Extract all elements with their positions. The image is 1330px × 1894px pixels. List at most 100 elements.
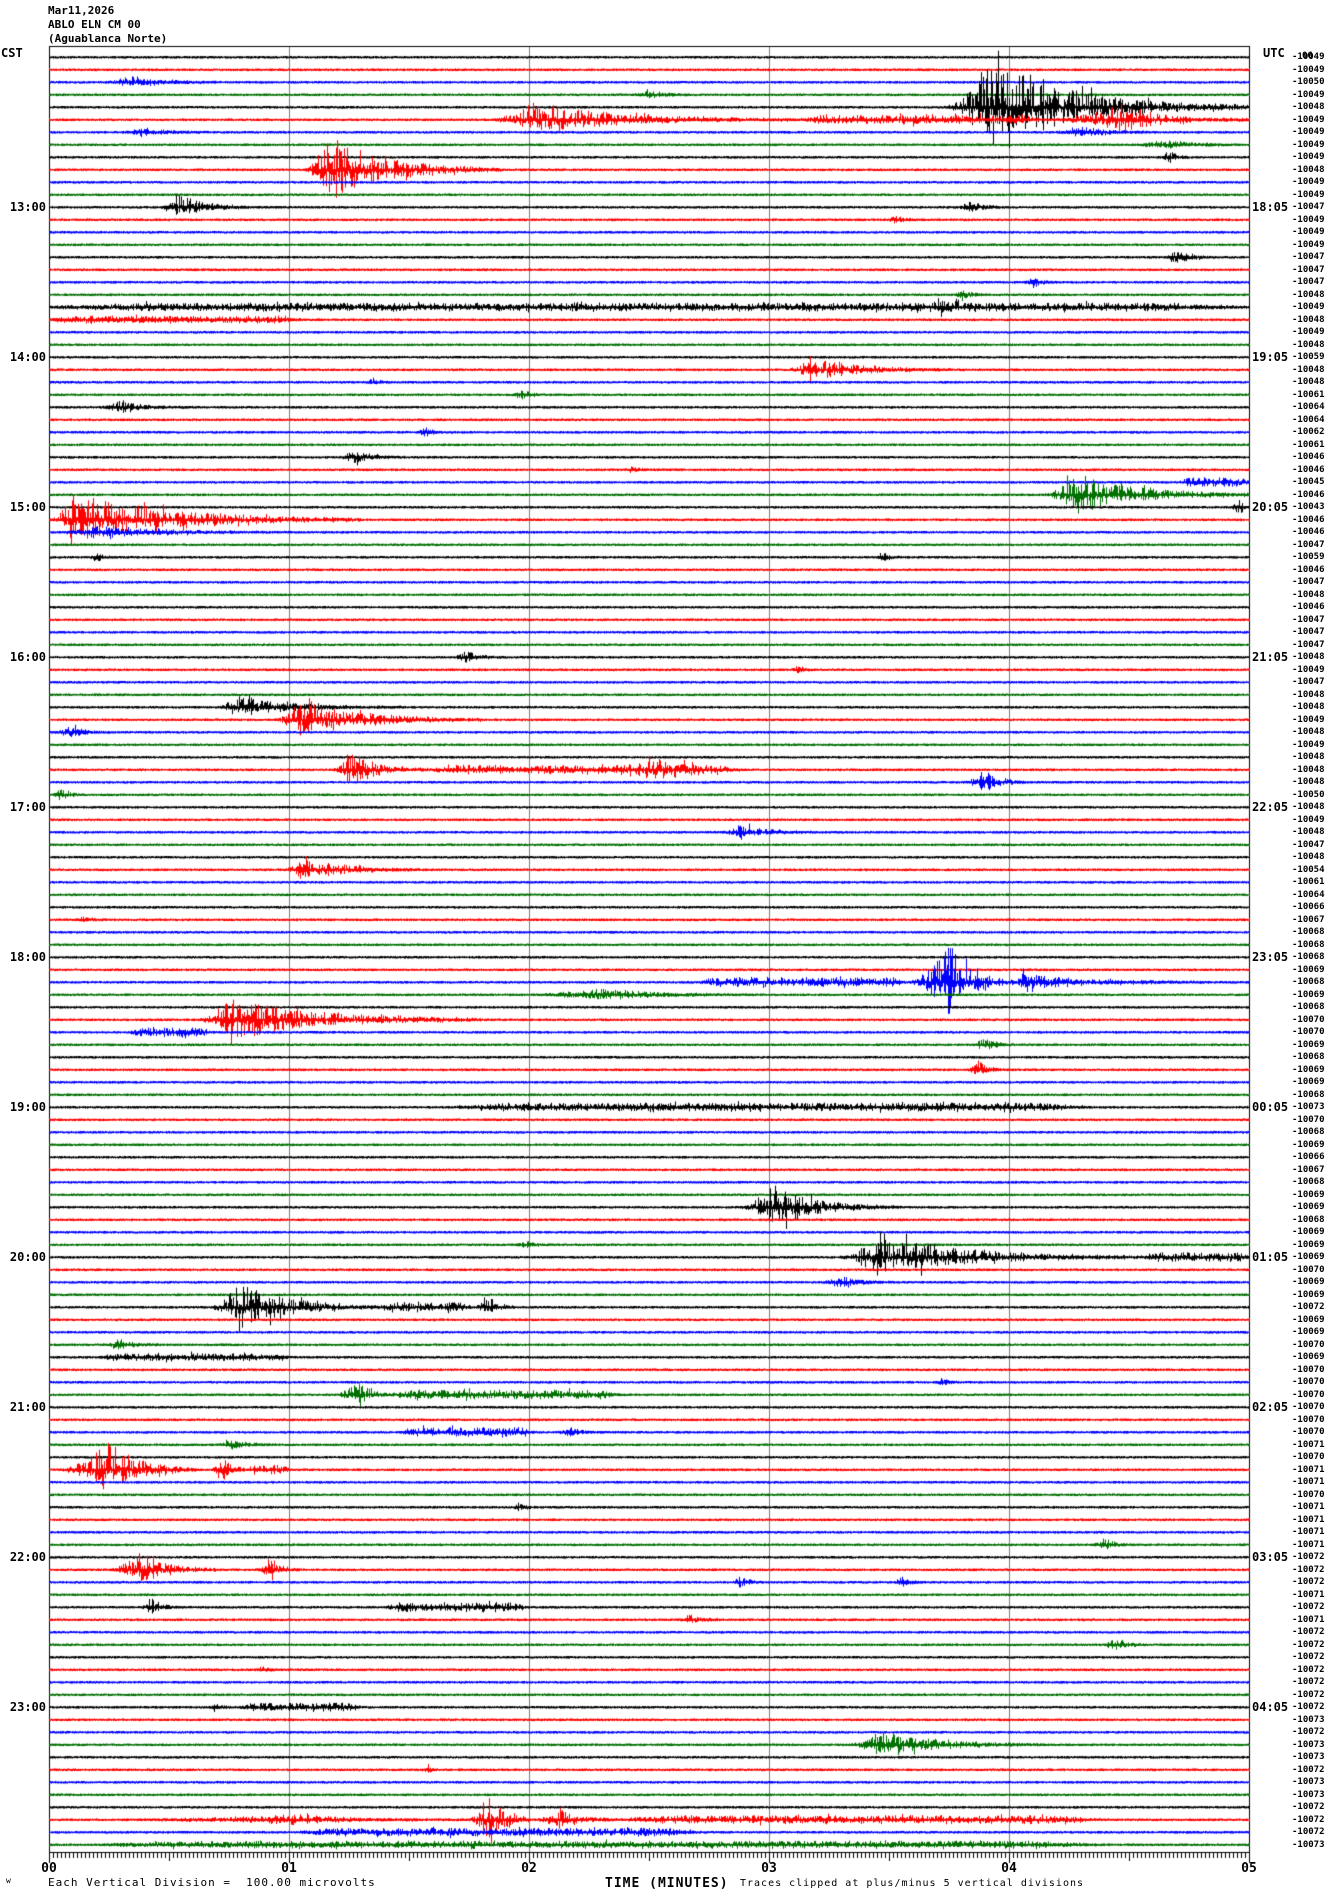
trace-offset-value: -10049: [1292, 127, 1325, 137]
trace-offset-value: -10071: [1292, 1527, 1325, 1537]
trace-offset-value: -10068: [1292, 1002, 1325, 1012]
trace-offset-value: -10064: [1292, 402, 1325, 412]
trace-offset-value: -10047: [1292, 202, 1325, 212]
trace-offset-value: -10072: [1292, 1564, 1325, 1575]
trace-offset-value: -10049: [1292, 239, 1325, 250]
left-hour-label: 14:00: [9, 350, 46, 364]
trace-offset-value: -10069: [1292, 1077, 1325, 1087]
trace-offset-value: -10068: [1292, 1214, 1325, 1225]
x-tick-label: 02: [521, 1861, 537, 1876]
trace-offset-value: -10070: [1292, 1452, 1325, 1462]
right-hour-label: 04:05: [1252, 1700, 1289, 1714]
left-hour-label: 22:00: [9, 1550, 46, 1564]
x-tick-label: 01: [281, 1861, 297, 1876]
left-hour-label: 23:00: [9, 1700, 46, 1714]
trace-offset-value: -10064: [1292, 889, 1325, 900]
trace-offset-value: -10071: [1292, 1439, 1325, 1450]
trace-offset-value: -10072: [1292, 1602, 1325, 1612]
right-hour-label: 03:05: [1252, 1550, 1289, 1564]
left-hour-label: 13:00: [9, 200, 46, 214]
right-hour-label: 20:05: [1252, 500, 1289, 514]
trace-offset-value: -10073: [1292, 1777, 1325, 1787]
trace-offset-value: -10070: [1292, 1414, 1325, 1425]
x-tick-label: 05: [1241, 1861, 1257, 1876]
trace-offset-value: -10072: [1292, 1702, 1325, 1712]
trace-offset-value: -10071: [1292, 1477, 1325, 1487]
header-date: Mar11,2026: [48, 4, 115, 17]
trace-offset-value: -10049: [1292, 152, 1325, 162]
trace-offset-value: -10072: [1292, 1639, 1325, 1650]
trace-offset-value: -10047: [1292, 277, 1325, 287]
x-tick-label: 04: [1001, 1861, 1017, 1876]
right-hour-label: 19:05: [1252, 350, 1289, 364]
trace-offset-value: -10070: [1292, 1389, 1325, 1400]
trace-offset-value: -10072: [1292, 1627, 1325, 1637]
trace-offset-value: -10049: [1292, 714, 1325, 725]
trace-offset-value: -10067: [1292, 1164, 1325, 1175]
trace-offset-value: -10047: [1292, 839, 1325, 850]
trace-offset-value: -10048: [1292, 652, 1325, 662]
trace-offset-value: -10047: [1292, 614, 1325, 625]
x-axis-title: TIME (MINUTES): [605, 1876, 729, 1891]
trace-offset-value: -10071: [1292, 1589, 1325, 1600]
trace-offset-value: -10048: [1292, 727, 1325, 737]
trace-offset-value: -10047: [1292, 627, 1325, 637]
trace-offset-value: -10069: [1292, 1227, 1325, 1237]
trace-offset-value: -10069: [1292, 964, 1325, 975]
trace-offset-value: -10072: [1292, 1814, 1325, 1825]
trace-offset-value: -10072: [1292, 1764, 1325, 1775]
trace-offset-value: -10061: [1292, 439, 1325, 450]
trace-offset-value: -10070: [1292, 1014, 1325, 1025]
trace-offset-value: -10069: [1292, 1239, 1325, 1250]
trace-offset-value: -10048: [1292, 689, 1325, 700]
trace-offset-value: -10046: [1292, 489, 1325, 500]
trace-offset-value: -10072: [1292, 1652, 1325, 1662]
trace-offset-value: -10069: [1292, 1039, 1325, 1050]
trace-offset-value: -10068: [1292, 939, 1325, 950]
trace-offset-value: -10059: [1292, 352, 1325, 362]
x-tick-label: 03: [761, 1861, 777, 1876]
trace-offset-value: -10047: [1292, 539, 1325, 550]
trace-offset-value: -10071: [1292, 1539, 1325, 1550]
trace-offset-value: -10054: [1292, 864, 1325, 875]
trace-offset-value: -10072: [1292, 1689, 1325, 1700]
trace-offset-value: -10067: [1292, 914, 1325, 925]
left-timezone-label: CST: [1, 46, 23, 60]
trace-offset-value: -10050: [1292, 77, 1325, 87]
trace-offset-value: -10072: [1292, 1577, 1325, 1587]
trace-offset-value: -10070: [1292, 1264, 1325, 1275]
trace-offset-value: -10070: [1292, 1339, 1325, 1350]
trace-offset-value: -10049: [1292, 64, 1325, 75]
right-hour-label: 22:05: [1252, 800, 1289, 814]
trace-offset-value: -10049: [1292, 302, 1325, 312]
right-hour-label: 01:05: [1252, 1250, 1289, 1264]
trace-offset-value: -10048: [1292, 827, 1325, 837]
trace-offset-value: -10048: [1292, 589, 1325, 600]
left-hour-label: 18:00: [9, 950, 46, 964]
trace-offset-value: -10072: [1292, 1827, 1325, 1837]
left-hour-label: 17:00: [9, 800, 46, 814]
trace-offset-value: -10068: [1292, 1052, 1325, 1062]
left-hour-label: 19:00: [9, 1100, 46, 1114]
trace-offset-value: -10073: [1292, 1739, 1325, 1750]
footer-scale-note: Each Vertical Division = 100.00 microvol…: [48, 1876, 376, 1889]
left-hour-label: 20:00: [9, 1250, 46, 1264]
trace-offset-value: -10048: [1292, 752, 1325, 762]
trace-offset-value: -10046: [1292, 564, 1325, 575]
trace-offset-value: -10064: [1292, 414, 1325, 425]
trace-offset-value: -10050: [1292, 789, 1325, 800]
trace-offset-value: -10049: [1292, 214, 1325, 225]
trace-offset-value: -10069: [1292, 1314, 1325, 1325]
trace-offset-value: -10049: [1292, 664, 1325, 675]
trace-offset-value: -10069: [1292, 1289, 1325, 1300]
right-hour-label: 21:05: [1252, 650, 1289, 664]
trace-offset-value: -10046: [1292, 602, 1325, 612]
trace-offset-value: -10049: [1292, 89, 1325, 100]
trace-offset-value: -10047: [1292, 252, 1325, 262]
x-tick-label: 00: [41, 1861, 57, 1876]
trace-offset-value: -10070: [1292, 1377, 1325, 1387]
trace-offset-value: -10047: [1292, 577, 1325, 587]
trace-offset-value: -10068: [1292, 977, 1325, 987]
